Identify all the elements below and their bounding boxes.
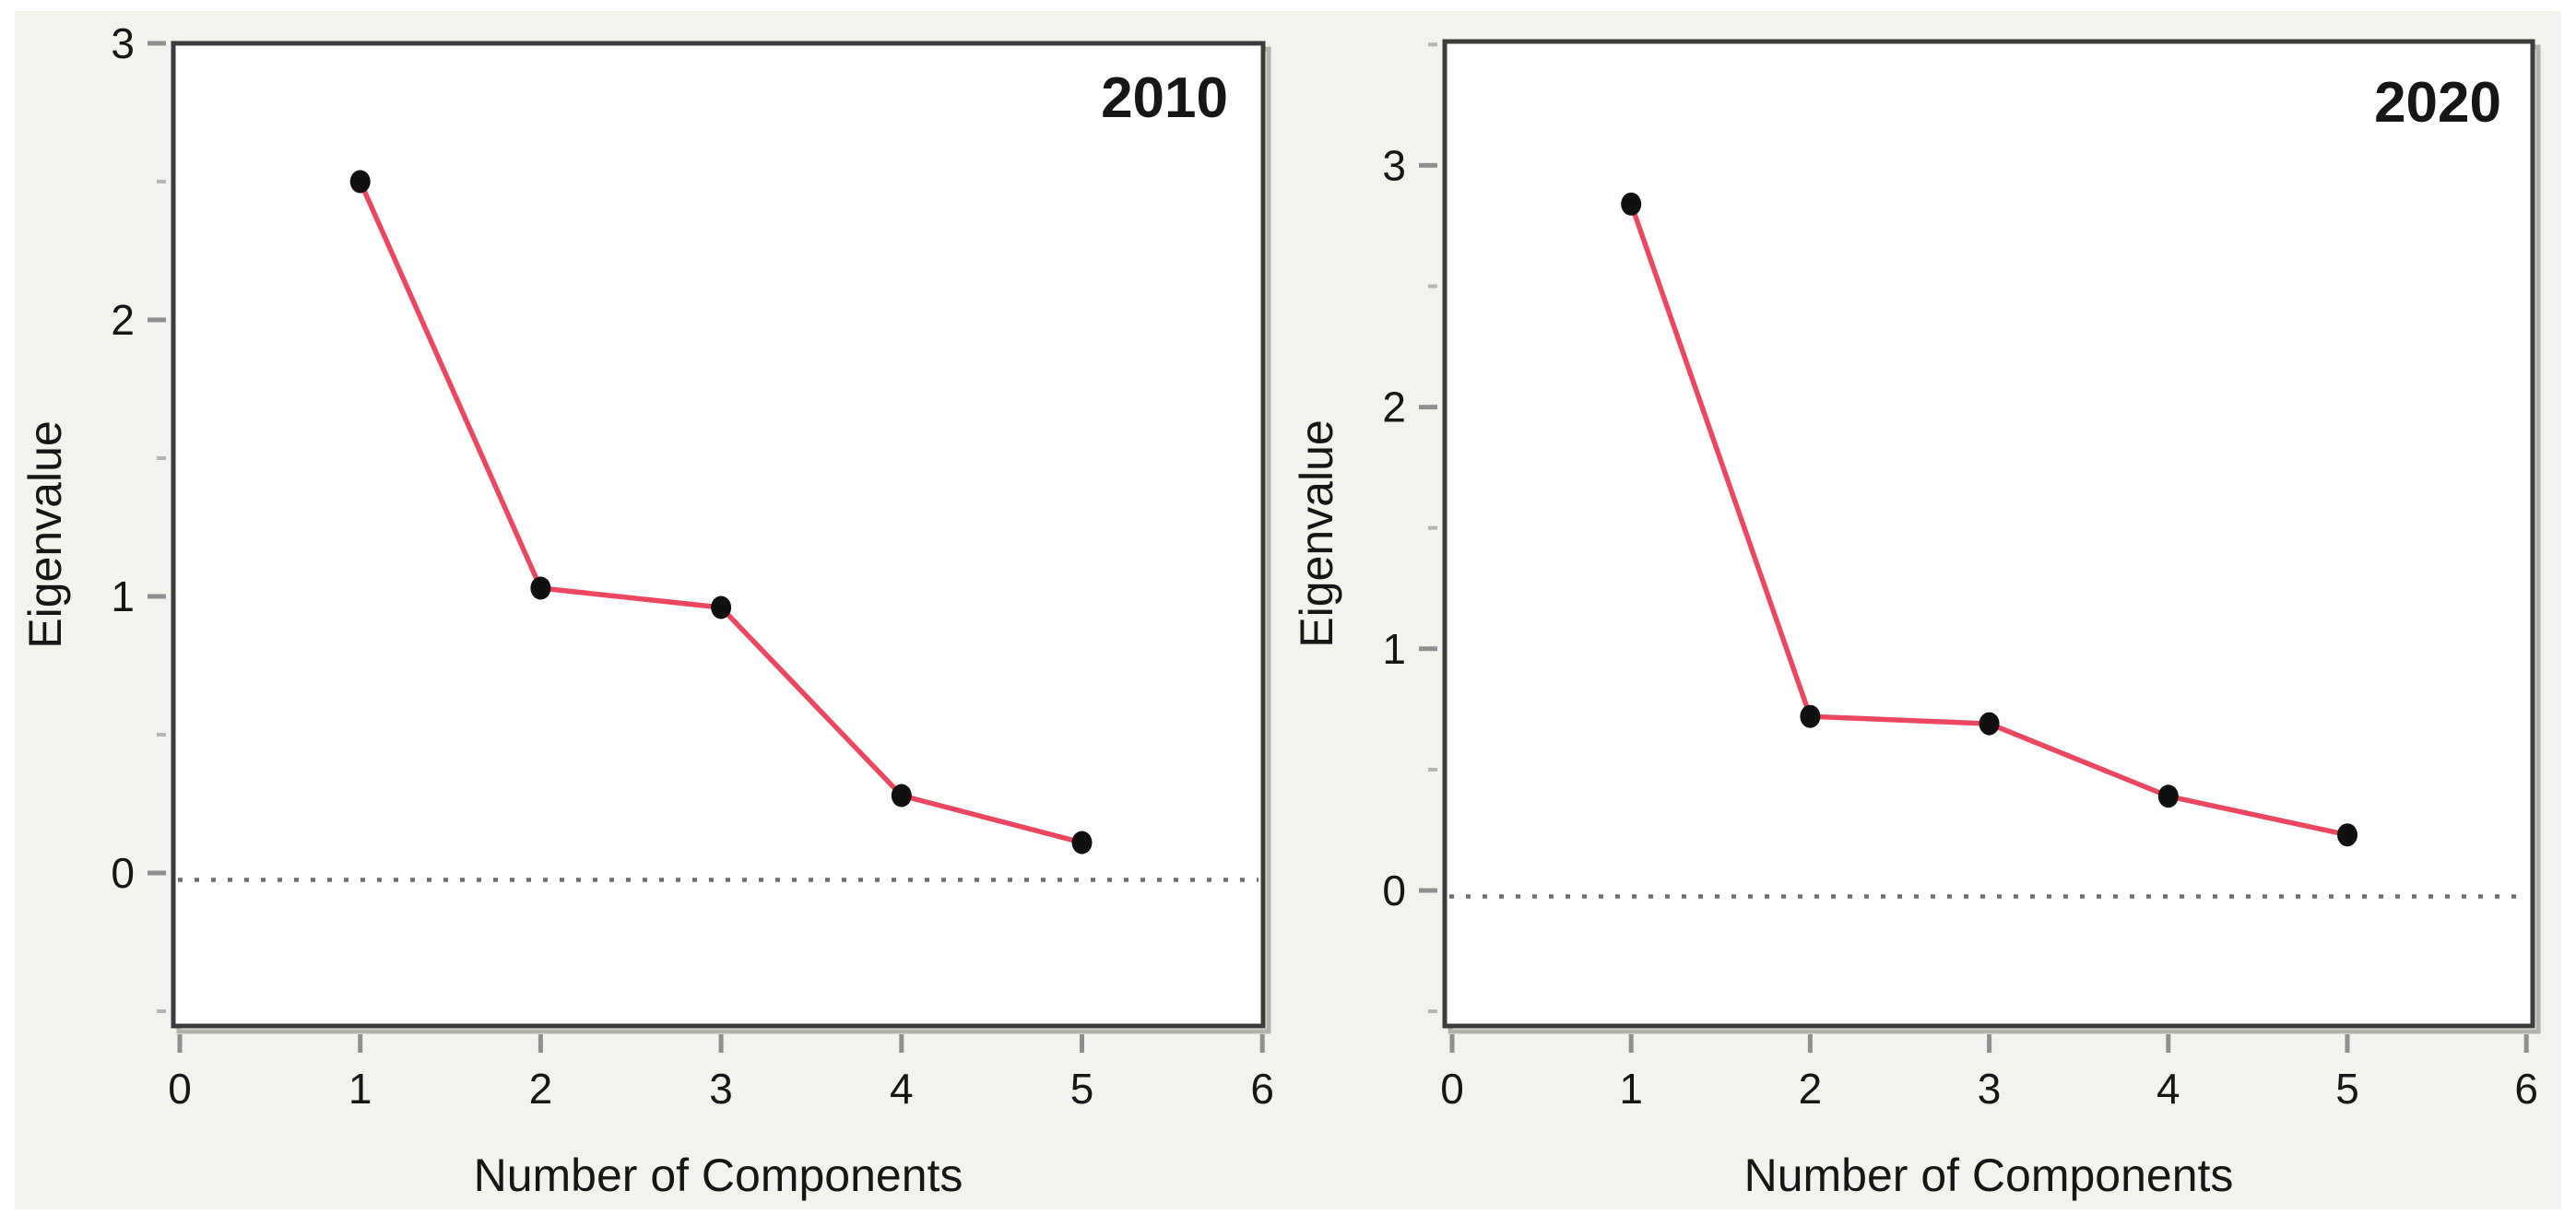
plot-frame [171,41,1266,1029]
data-point-marker [891,784,912,808]
x-tick-label: 5 [1070,1065,1094,1113]
y-tick-label: 0 [111,849,135,897]
panel-year-label: 2010 [1101,66,1228,130]
x-tick-label: 6 [2514,1065,2538,1113]
x-tick-label: 3 [709,1065,733,1113]
x-tick-label: 4 [890,1065,914,1113]
x-tick-label: 1 [1619,1065,1643,1113]
data-point-marker [349,170,371,194]
x-tick-label: 4 [2157,1065,2180,1113]
scree-panel-2010: 0 1 2 3 0 1 2 3 4 5 6 2010 Eigenvalue Number of Compo… [19,19,1274,1201]
plot-frame [1442,39,2535,1029]
data-point-marker [2157,784,2179,808]
y-tick-label: 3 [111,19,135,67]
data-point-marker [1621,192,1642,216]
y-tick-label: 3 [1382,141,1406,189]
x-tick-label: 3 [1978,1065,2002,1113]
data-point-marker [2337,823,2357,847]
data-point-marker [530,576,551,600]
y-tick-label: 1 [111,572,135,620]
x-tick-label: 5 [2335,1065,2359,1113]
x-tick-label: 2 [529,1065,553,1113]
x-tick-label: 0 [1440,1065,1464,1113]
x-tick-label: 1 [349,1065,372,1113]
x-tick-label: 0 [168,1065,192,1113]
data-point-marker [1800,704,1821,728]
y-axis-title: Eigenvalue [19,420,71,648]
y-tick-label: 0 [1382,866,1406,914]
data-point-marker [1071,831,1093,855]
x-axis-title: Number of Components [1744,1149,2234,1201]
y-tick-label: 2 [1382,383,1406,431]
x-tick-label: 6 [1250,1065,1274,1113]
scree-panel-2020: 0 1 2 3 0 1 2 3 4 5 6 2020 Eigenvalue Number of Compo… [1291,39,2541,1201]
y-tick-label: 1 [1382,625,1406,673]
x-tick-label: 2 [1799,1065,1823,1113]
data-point-marker [711,595,732,619]
panel-year-label: 2020 [2374,71,2501,135]
x-axis-title: Number of Components [474,1149,963,1201]
data-point-marker [1979,712,2000,736]
y-tick-label: 2 [111,296,135,344]
y-axis-title: Eigenvalue [1291,419,1342,647]
